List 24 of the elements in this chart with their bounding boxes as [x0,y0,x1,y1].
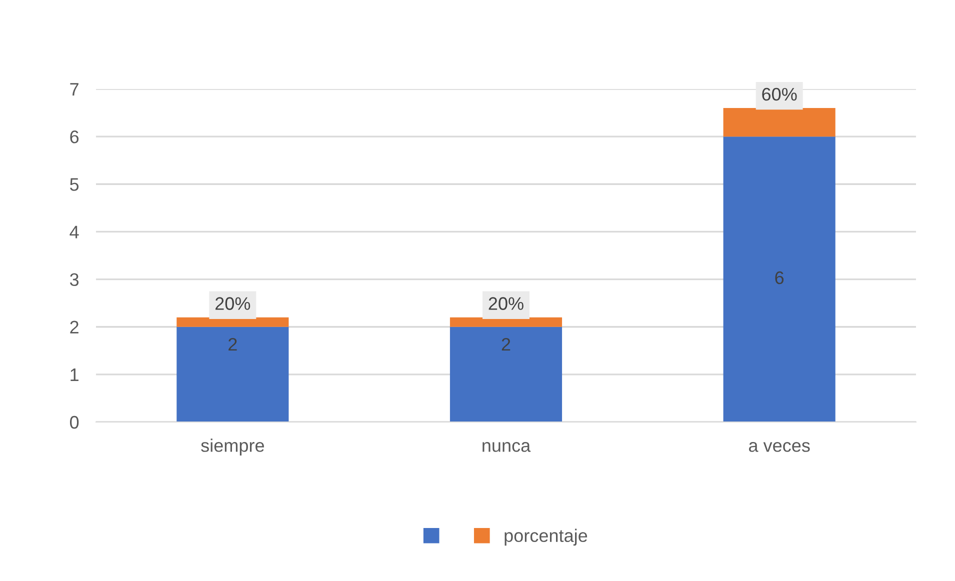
bar [176,326,289,422]
data-label: 2 [228,338,237,351]
legend-label: porcentaje [504,528,588,546]
data-label: 60% [762,88,797,101]
data-label: 20% [488,297,524,310]
y-tick-label: 4 [70,226,79,238]
y-tick-label: 3 [70,273,79,286]
y-tick-label: 6 [70,130,79,144]
bar [723,108,836,137]
y-tick-label: 2 [70,320,78,334]
y-tick-label: 7 [70,83,78,96]
data-label: 20% [216,297,250,310]
bar [450,326,562,422]
y-tick-label: 0 [70,416,79,429]
x-tick-label: nunca [482,442,531,452]
y-tick-label: 5 [70,178,79,191]
bar [450,317,562,327]
x-tick-label: siempre [201,438,264,456]
data-label: 6 [775,271,784,284]
bar [723,136,836,422]
bar [176,317,289,327]
y-tick-label: 1 [70,368,78,381]
x-tick-label: a veces [748,442,810,452]
data-label: 2 [502,338,510,351]
